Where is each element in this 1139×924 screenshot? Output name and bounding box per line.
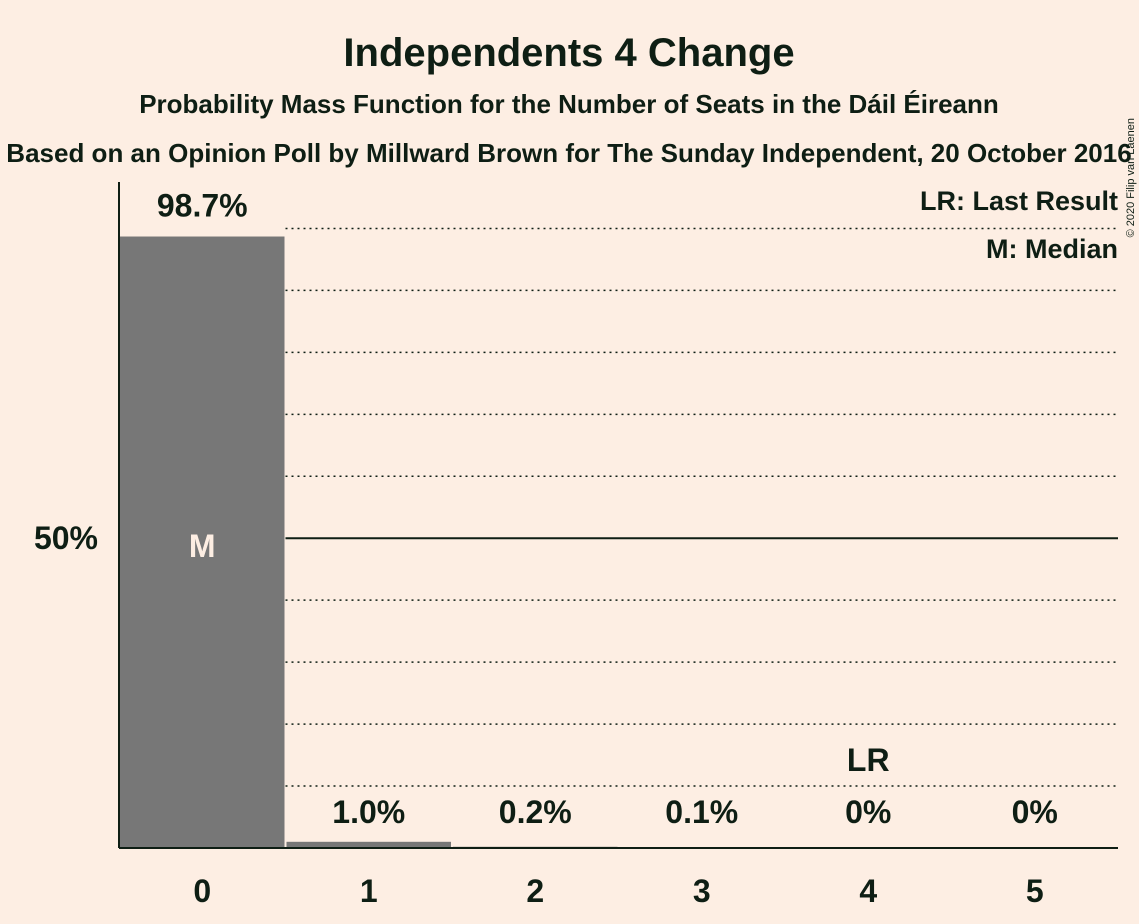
- x-tick-1: 1: [360, 873, 378, 909]
- x-tick-2: 2: [526, 873, 544, 909]
- value-labels: 98.7% M 1.0% 0.2% 0.1% 0% LR 0%: [157, 188, 1058, 830]
- legend-median: M: Median: [986, 234, 1118, 264]
- x-tick-5: 5: [1026, 873, 1044, 909]
- gridlines: [285, 227, 1118, 787]
- x-tick-4: 4: [859, 873, 877, 909]
- last-result-marker: LR: [847, 742, 890, 778]
- value-label-4: 0%: [845, 794, 891, 830]
- value-label-3: 0.1%: [665, 794, 738, 830]
- bar-1: [286, 841, 451, 848]
- chart-subtitle: Probability Mass Function for the Number…: [139, 89, 999, 119]
- bars: [120, 236, 784, 849]
- x-tick-0: 0: [193, 873, 211, 909]
- copyright-note: © 2020 Filip van Laenen: [1125, 118, 1137, 237]
- value-label-0: 98.7%: [157, 188, 248, 224]
- bar-0: [120, 236, 285, 849]
- value-label-2: 0.2%: [499, 794, 572, 830]
- x-tick-3: 3: [693, 873, 711, 909]
- value-label-1: 1.0%: [332, 794, 405, 830]
- legend-last-result: LR: Last Result: [920, 186, 1118, 216]
- value-label-5: 0%: [1012, 794, 1058, 830]
- median-marker: M: [189, 528, 216, 564]
- chart-title: Independents 4 Change: [343, 31, 794, 75]
- y-tick-label: 50%: [34, 520, 98, 556]
- x-tick-labels: 0 1 2 3 4 5: [193, 873, 1043, 909]
- chart-subtitle-poll: Based on an Opinion Poll by Millward Bro…: [6, 138, 1131, 168]
